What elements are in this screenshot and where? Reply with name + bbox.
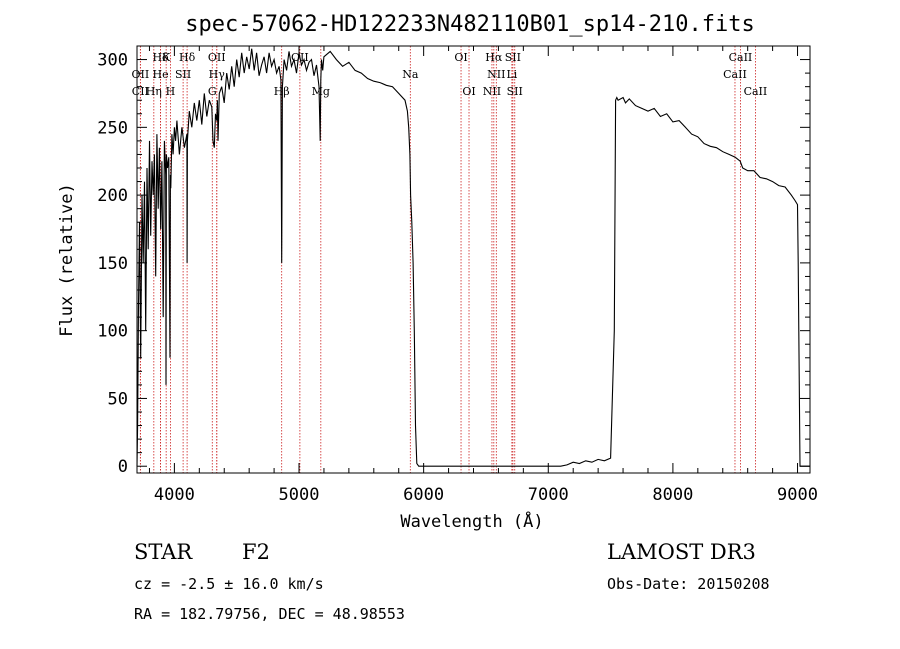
spectral-line-markers xyxy=(139,46,756,473)
survey-name: LAMOST DR3 xyxy=(607,540,756,564)
line-label: Hγ xyxy=(209,68,226,81)
y-tick-label: 200 xyxy=(97,186,128,206)
line-label: CaII xyxy=(723,68,747,81)
line-label: NII xyxy=(483,85,501,98)
line-label: SII xyxy=(507,85,523,98)
x-tick-label: 6000 xyxy=(403,485,444,505)
x-axis-label: Wavelength (Å) xyxy=(400,510,543,532)
line-label: OII xyxy=(208,51,226,64)
spectrum-line xyxy=(136,48,810,467)
line-label: CaII xyxy=(729,51,753,64)
x-axis: 4000 5000 6000 7000 8000 9000 xyxy=(148,46,818,505)
y-tick-label: 300 xyxy=(97,51,128,71)
line-label: SII xyxy=(505,51,521,64)
redshift-cz: cz = -2.5 ± 16.0 km/s xyxy=(134,575,324,593)
line-label: G xyxy=(208,85,217,98)
line-label: SII xyxy=(175,68,191,81)
line-label: Hβ xyxy=(274,85,290,98)
x-tick-label: 4000 xyxy=(154,485,195,505)
line-label: Na xyxy=(402,68,419,81)
line-label: OI xyxy=(454,51,467,64)
line-label: H xyxy=(166,85,176,98)
line-label: Li xyxy=(506,68,517,81)
line-label: Hδ xyxy=(179,51,196,64)
line-label: OI xyxy=(462,85,475,98)
plot-frame xyxy=(136,45,811,474)
x-tick-label: 5000 xyxy=(279,485,320,505)
x-tick-label: 9000 xyxy=(777,485,818,505)
chart-title: spec-57062-HD122233N482110B01_sp14-210.f… xyxy=(185,12,755,37)
y-axis-label: Flux (relative) xyxy=(57,183,77,337)
line-label: OII xyxy=(132,68,150,81)
object-type: STAR xyxy=(134,540,193,564)
line-label: CaII xyxy=(744,85,768,98)
y-tick-label: 250 xyxy=(97,118,128,138)
coordinates: RA = 182.79756, DEC = 48.98553 xyxy=(134,605,405,623)
line-label: NII xyxy=(487,68,505,81)
line-label: He xyxy=(153,68,169,81)
y-tick-label: 50 xyxy=(108,389,128,409)
y-tick-label: 100 xyxy=(97,322,128,342)
line-label: K xyxy=(162,51,171,64)
y-tick-label: 150 xyxy=(97,254,128,274)
observation-date: Obs-Date: 20150208 xyxy=(607,575,770,593)
object-subclass: F2 xyxy=(242,540,270,564)
x-tick-label: 7000 xyxy=(528,485,569,505)
line-label: Hα xyxy=(485,51,503,64)
y-tick-label: 0 xyxy=(118,457,128,477)
line-label: CII xyxy=(132,85,149,98)
y-axis: 0 50 100 150 200 250 300 xyxy=(97,51,810,477)
line-label: Hη xyxy=(146,85,162,98)
x-tick-label: 8000 xyxy=(652,485,693,505)
line-label: Hδ xyxy=(152,51,169,64)
